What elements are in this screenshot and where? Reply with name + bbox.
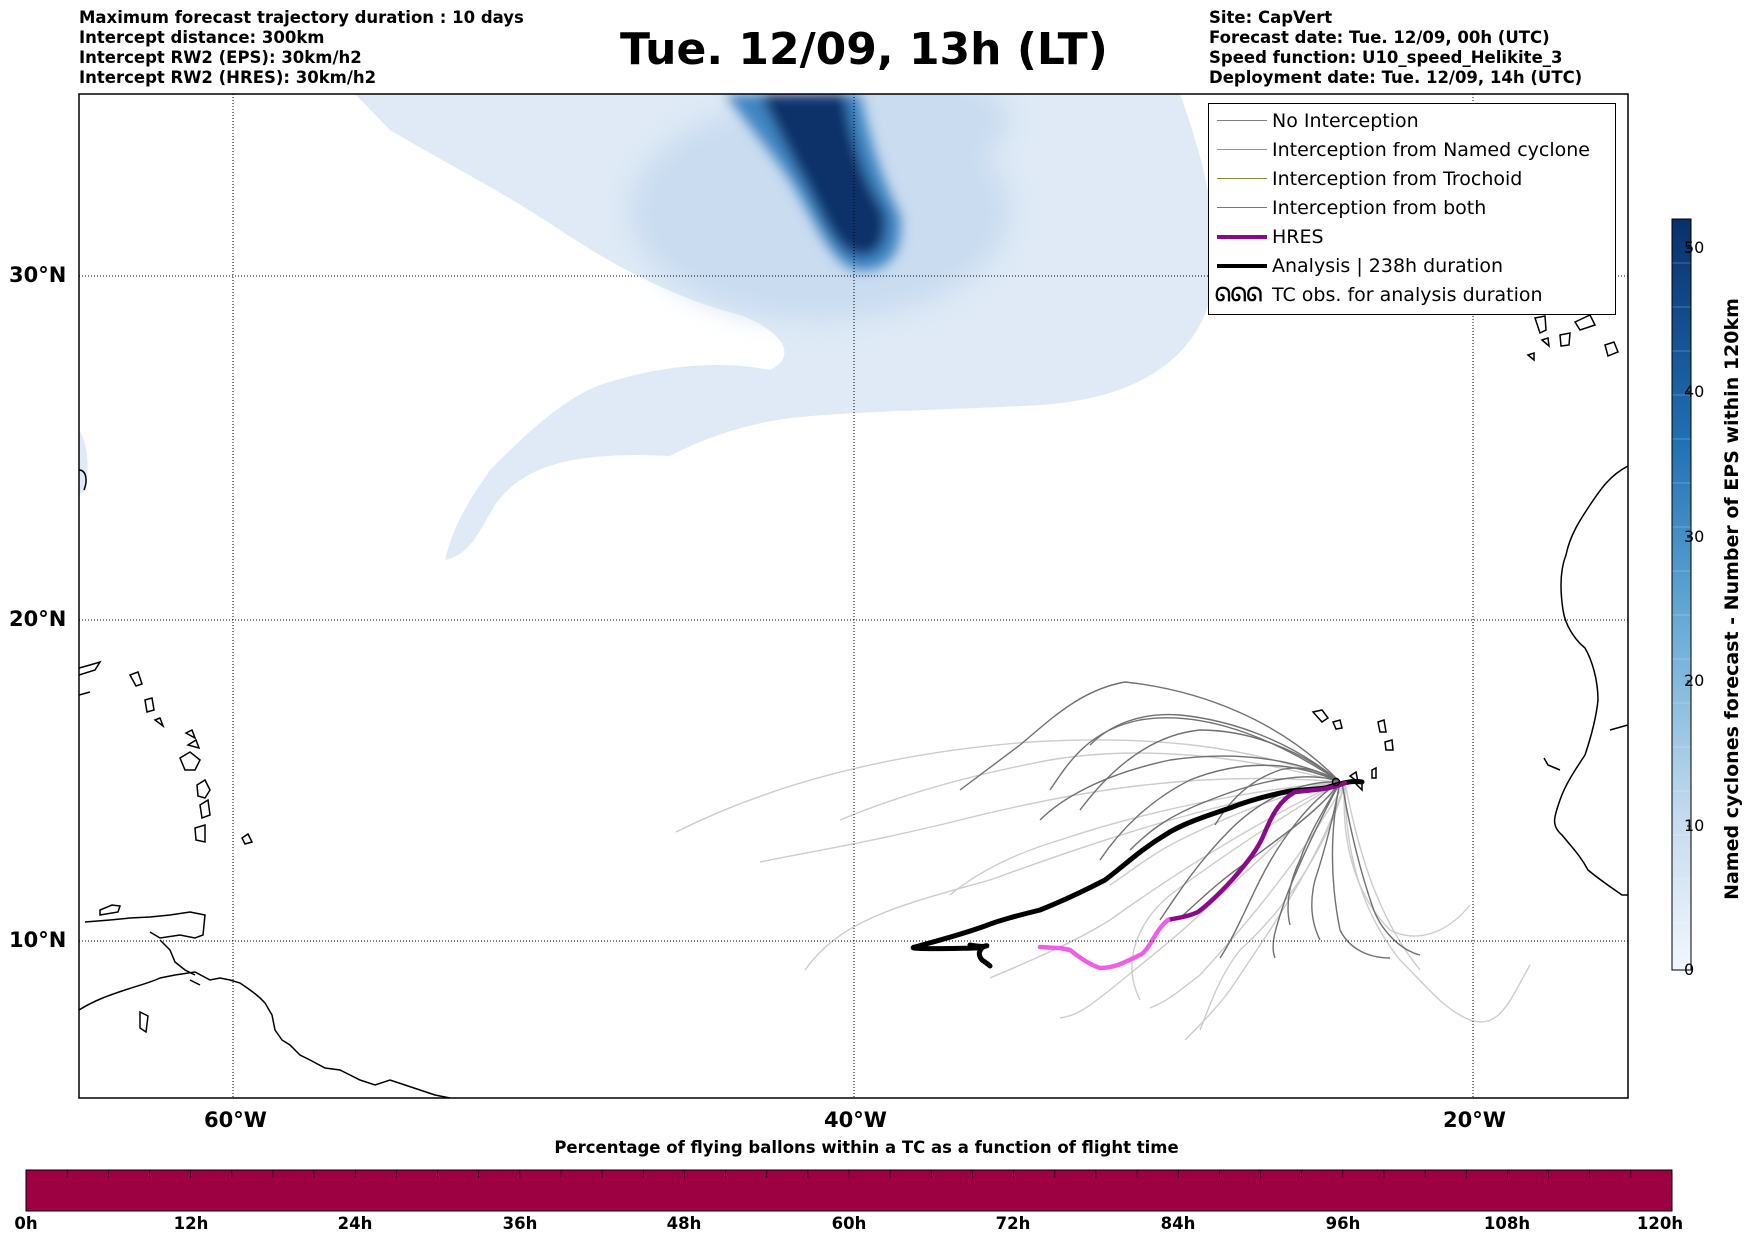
lat-label-10n: 10°N bbox=[9, 928, 67, 952]
flight-time-minor-ticks bbox=[66, 1170, 1632, 1178]
flight-time-tick: 120h bbox=[1636, 1214, 1684, 1233]
colorbar-tick-30: 30 bbox=[1684, 527, 1705, 546]
legend-label: Interception from Named cyclone bbox=[1272, 139, 1590, 161]
colorbar-tick-20: 20 bbox=[1684, 671, 1705, 690]
flight-time-tick: 60h bbox=[831, 1214, 867, 1233]
lon-label-20w: 20°W bbox=[1443, 1108, 1506, 1132]
legend-label: Interception from Trochoid bbox=[1272, 168, 1523, 190]
flight-time-tick: 36h bbox=[502, 1214, 538, 1233]
flight-time-tick: 96h bbox=[1325, 1214, 1361, 1233]
flight-time-tick: 12h bbox=[173, 1214, 209, 1233]
legend-item-trochoid: Interception from Trochoid bbox=[1209, 166, 1615, 192]
hres-track-late bbox=[1037, 917, 1171, 971]
param-line: Intercept RW2 (EPS): 30km/h2 bbox=[79, 48, 362, 67]
legend-item-both: Interception from both bbox=[1209, 195, 1615, 221]
colorbar-frame bbox=[1671, 218, 1692, 971]
deployment-site-marker bbox=[1331, 777, 1341, 787]
map-legend: No Interception Interception from Named … bbox=[1208, 103, 1616, 315]
colorbar-ticks bbox=[1687, 247, 1691, 971]
legend-line-swatch bbox=[1217, 235, 1267, 239]
flight-time-tick: 0h bbox=[14, 1214, 38, 1233]
map-frame bbox=[78, 93, 1629, 1099]
analysis-track bbox=[910, 779, 1365, 969]
legend-label: Analysis | 238h duration bbox=[1272, 255, 1504, 277]
legend-label: No Interception bbox=[1272, 110, 1419, 132]
flight-time-tick: 48h bbox=[666, 1214, 702, 1233]
lon-label-60w: 60°W bbox=[204, 1108, 267, 1132]
lon-label-40w: 40°W bbox=[824, 1108, 887, 1132]
flight-time-tick: 24h bbox=[337, 1214, 373, 1233]
legend-item-named-cyclone: Interception from Named cyclone bbox=[1209, 137, 1615, 163]
colorbar-tick-50: 50 bbox=[1684, 238, 1705, 257]
legend-item-tc-obs: ᘏᘏᘏ TC obs. for analysis duration bbox=[1209, 282, 1615, 308]
colorbar-tick-40: 40 bbox=[1684, 382, 1705, 401]
flight-time-tick: 72h bbox=[995, 1214, 1031, 1233]
colorbar-label-text: Named cyclones forecast - Number of EPS … bbox=[1721, 298, 1743, 900]
lat-label-30n: 30°N bbox=[9, 263, 67, 287]
colorbar-segments bbox=[1672, 262, 1691, 924]
eps-density-field bbox=[79, 94, 1215, 560]
legend-line-swatch bbox=[1217, 178, 1267, 179]
param-line: Intercept RW2 (HRES): 30km/h2 bbox=[79, 68, 377, 87]
coastlines bbox=[79, 179, 1628, 1098]
legend-item-hres: HRES bbox=[1209, 224, 1615, 250]
speed-function-line: Speed function: U10_speed_Helikite_3 bbox=[1209, 48, 1563, 67]
param-line: Intercept distance: 300km bbox=[79, 28, 325, 47]
legend-line-swatch bbox=[1217, 264, 1267, 268]
trajectory-lines bbox=[675, 681, 1531, 1041]
legend-label: Interception from both bbox=[1272, 197, 1487, 219]
trajectory-parameters: Maximum forecast trajectory duration : 1… bbox=[79, 8, 524, 88]
param-line: Maximum forecast trajectory duration : 1… bbox=[79, 8, 524, 27]
lat-label-20n: 20°N bbox=[9, 607, 67, 631]
legend-item-no-interception: No Interception bbox=[1209, 108, 1615, 134]
legend-line-swatch bbox=[1217, 120, 1267, 121]
site-line: Site: CapVert bbox=[1209, 8, 1333, 27]
colorbar-gradient bbox=[1672, 219, 1691, 970]
eps-density-core bbox=[725, 94, 901, 271]
hres-track-early bbox=[1165, 780, 1348, 923]
legend-label: TC obs. for analysis duration bbox=[1272, 284, 1543, 306]
flight-time-tick: 108h bbox=[1483, 1214, 1531, 1233]
deployment-date-line: Deployment date: Tue. 12/09, 14h (UTC) bbox=[1209, 68, 1583, 87]
forecast-date-line: Forecast date: Tue. 12/09, 00h (UTC) bbox=[1209, 28, 1550, 47]
flight-time-tick: 84h bbox=[1160, 1214, 1196, 1233]
legend-line-swatch bbox=[1217, 149, 1267, 150]
legend-line-swatch bbox=[1217, 207, 1267, 208]
legend-item-analysis: Analysis | 238h duration bbox=[1209, 253, 1615, 279]
map-title: Tue. 12/09, 13h (LT) bbox=[620, 24, 1108, 75]
colorbar-tick-0: 0 bbox=[1684, 960, 1695, 979]
colorbar-tick-10: 10 bbox=[1684, 816, 1705, 835]
tc-symbol-icon: ᘏᘏᘏ bbox=[1215, 284, 1263, 306]
site-parameters: Site: CapVert Forecast date: Tue. 12/09,… bbox=[1209, 8, 1582, 88]
legend-label: HRES bbox=[1272, 226, 1324, 248]
colorbar-label: Named cyclones forecast - Number of EPS … bbox=[1716, 226, 1748, 972]
flight-time-bar-title: Percentage of flying ballons within a TC… bbox=[554, 1138, 1179, 1157]
